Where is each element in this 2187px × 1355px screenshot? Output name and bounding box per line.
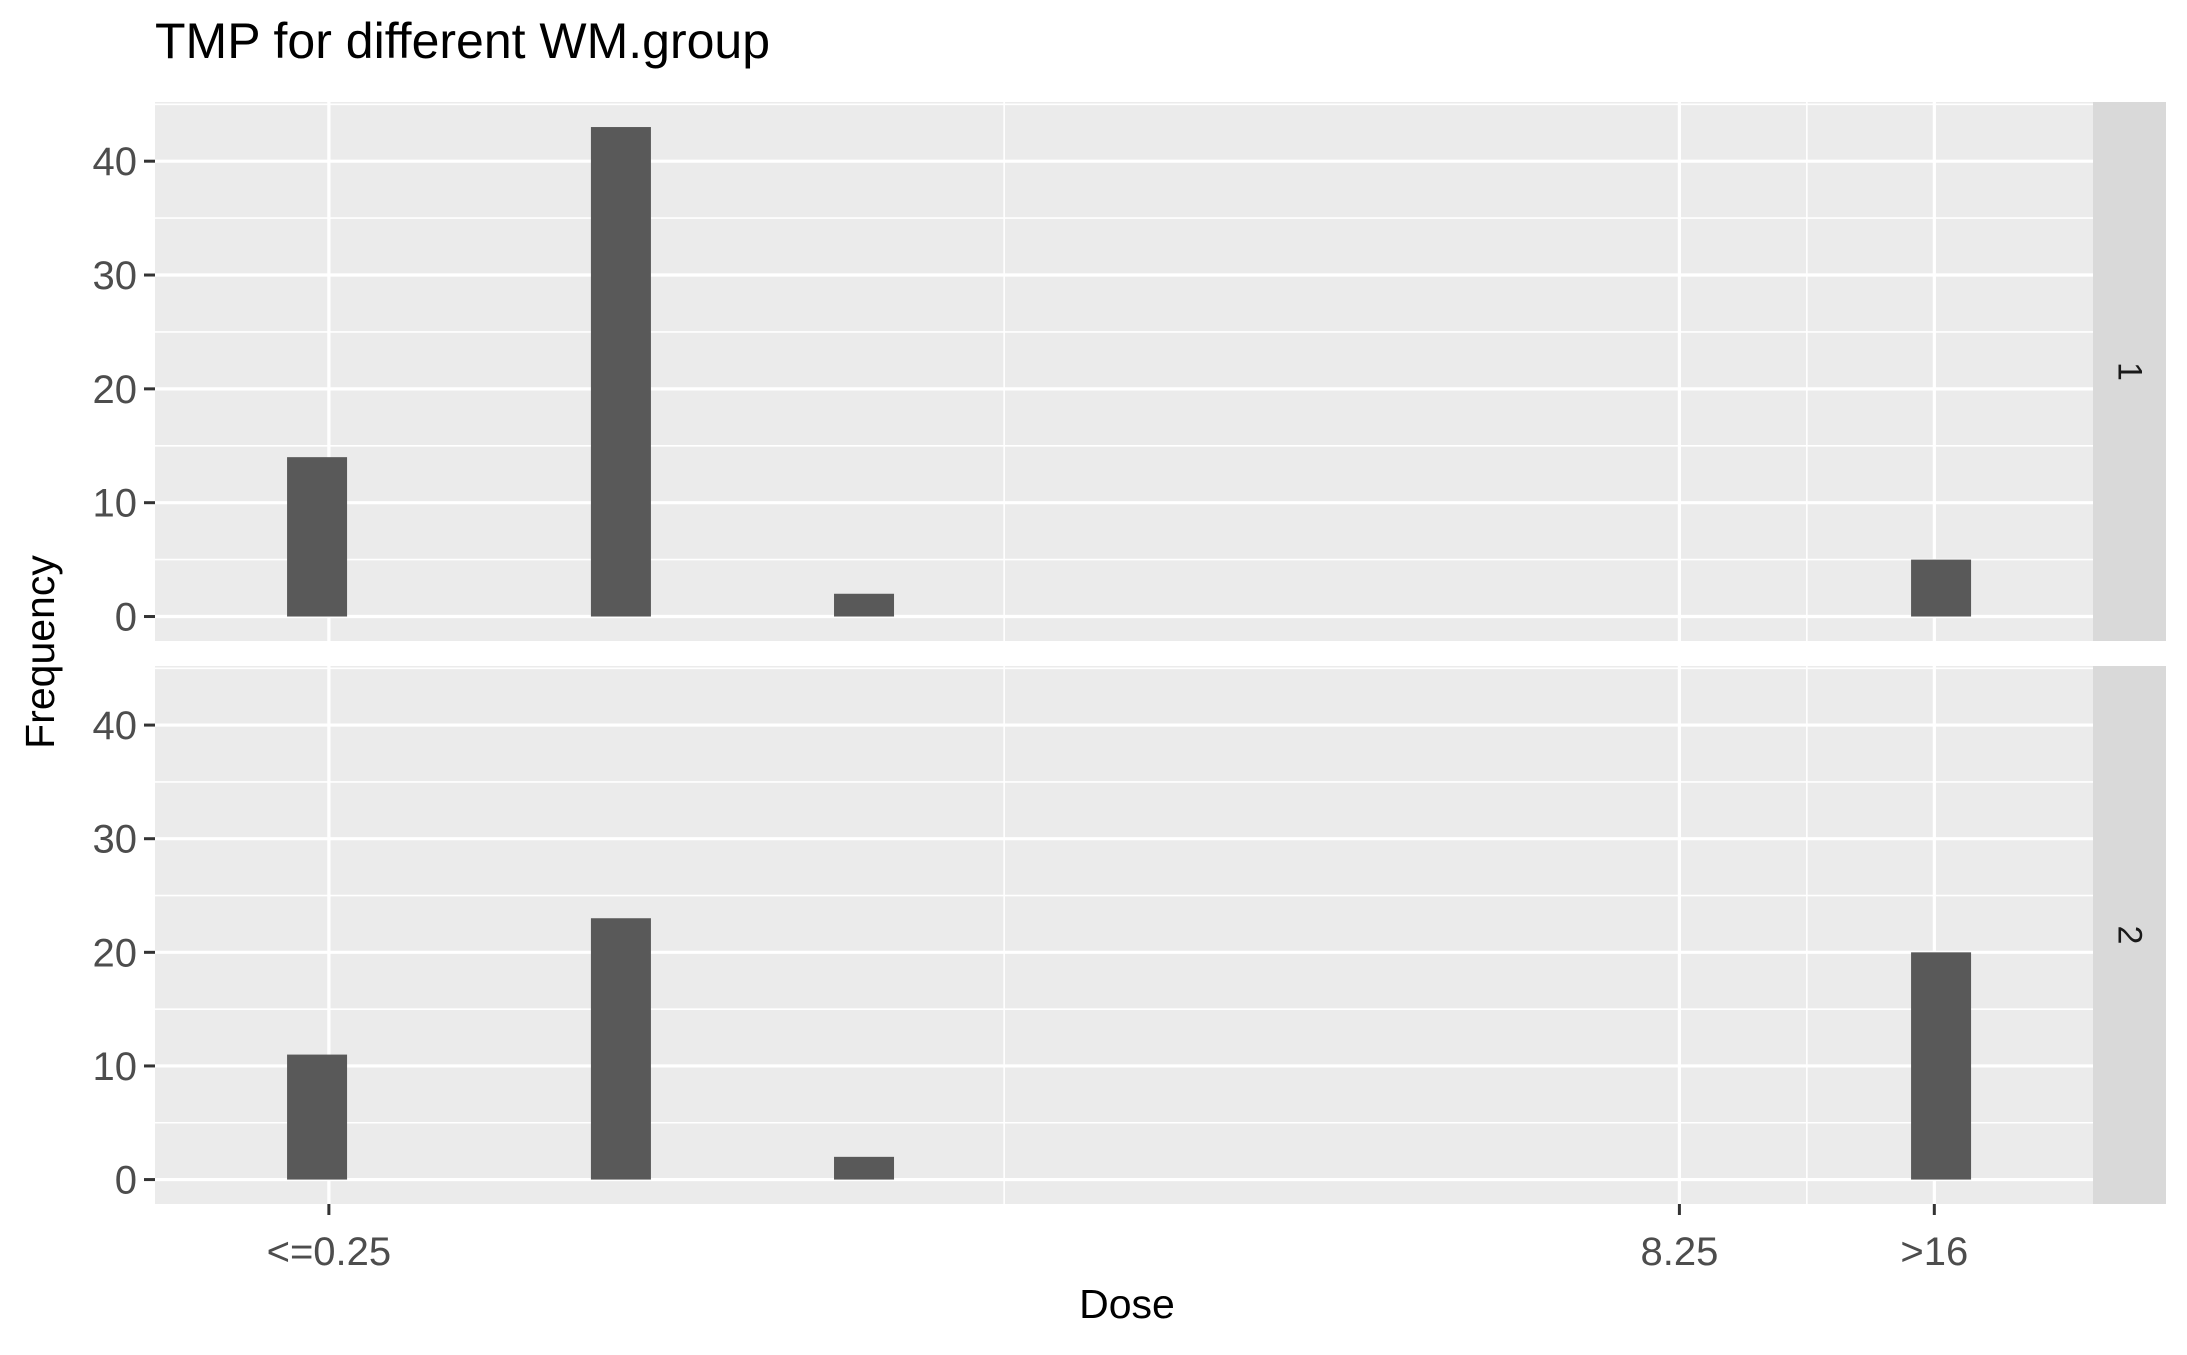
panel-background: [155, 102, 2093, 641]
y-tick-label: 10: [93, 482, 138, 526]
facet-strip-label: 1: [2111, 362, 2149, 381]
y-tick-label: 20: [93, 368, 138, 412]
bar-panel1-1: [287, 457, 348, 617]
bar-panel1-2: [590, 127, 651, 617]
facet-strip-label: 2: [2111, 926, 2149, 945]
bar-panel2-3: [834, 1156, 895, 1180]
x-tick-label: <=0.25: [267, 1230, 392, 1274]
y-tick-label: 10: [93, 1045, 138, 1089]
y-tick-label: 30: [93, 254, 138, 298]
bar-panel2-1: [287, 1054, 348, 1180]
facet-strip: [2093, 666, 2166, 1204]
x-tick-label: 8.25: [1640, 1230, 1718, 1274]
facet-strip: [2093, 102, 2166, 641]
chart-title: TMP for different WM.group: [155, 13, 770, 69]
x-axis-title: Dose: [1079, 1281, 1175, 1327]
x-tick-label: >16: [1900, 1230, 1968, 1274]
facet-panel-2: 0 10 20 30 40 2: [93, 666, 2166, 1204]
facet-panel-1: 0 10 20 30 40 1: [93, 102, 2166, 641]
y-tick-label: 0: [115, 1159, 137, 1203]
bar-panel1-4: [1911, 559, 1972, 617]
bar-panel1-3: [834, 593, 895, 617]
bar-panel2-4: [1911, 952, 1972, 1180]
y-tick-label: 40: [93, 140, 138, 184]
y-tick-label: 0: [115, 596, 137, 640]
y-tick-label: 30: [93, 818, 138, 862]
bar-panel2-2: [590, 918, 651, 1180]
y-axis-title: Frequency: [17, 555, 63, 749]
y-tick-label: 40: [93, 704, 138, 748]
panel-background: [155, 666, 2093, 1204]
y-tick-label: 20: [93, 931, 138, 975]
